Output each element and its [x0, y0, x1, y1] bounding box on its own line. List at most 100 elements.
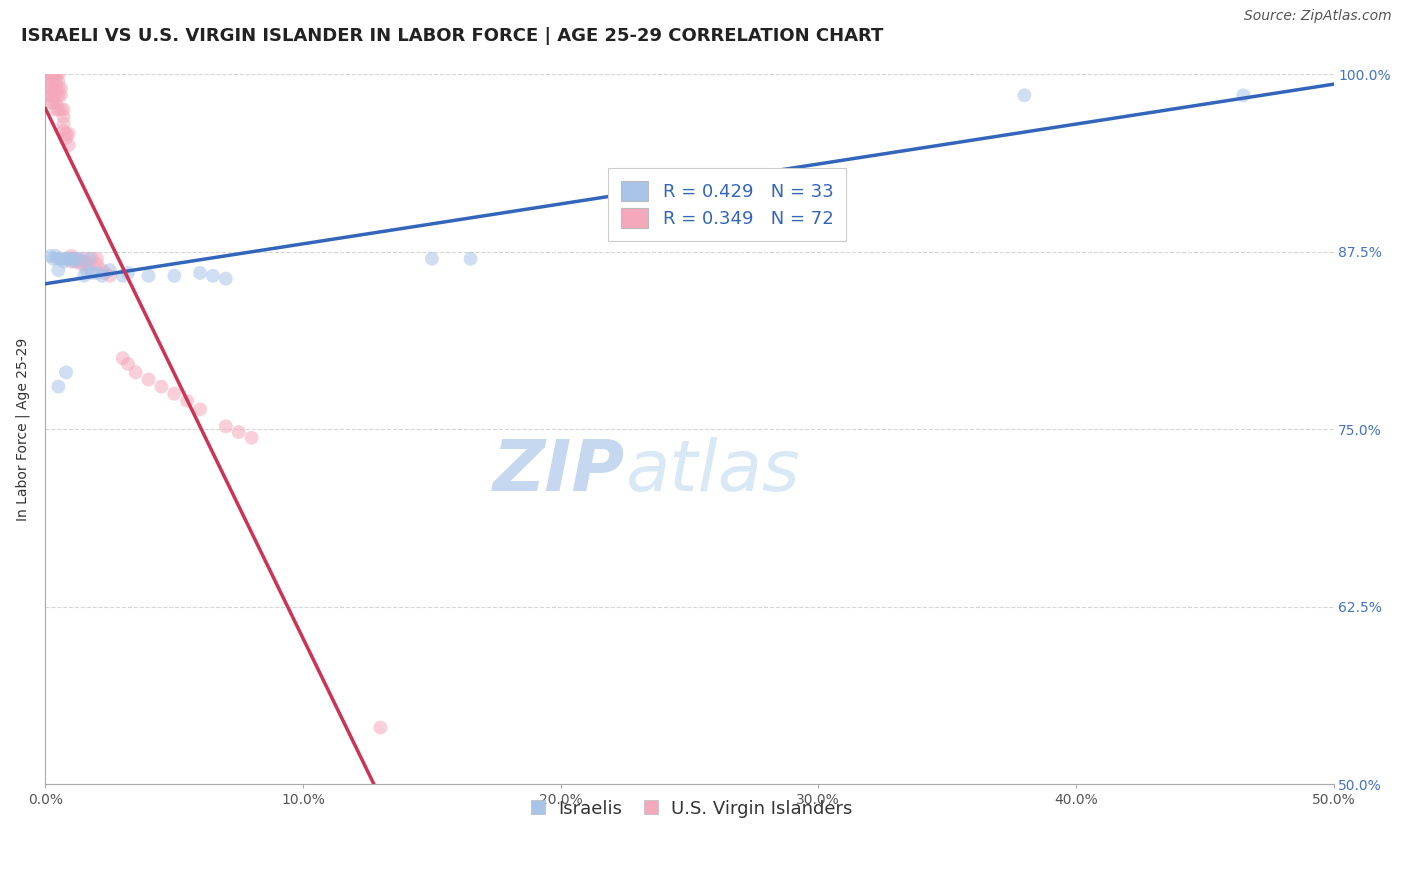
Point [49, 252, 72, 266]
Point [70, 257, 93, 271]
Point [76, 263, 98, 277]
Point [86, 266, 108, 280]
Point [48, 263, 70, 277]
Point [45, 103, 67, 117]
Point [48, 81, 70, 95]
Point [215, 419, 238, 434]
Point [111, 351, 134, 366]
Point [117, 266, 139, 280]
Point [52, 254, 75, 268]
Point [228, 425, 250, 439]
Point [37, 67, 59, 81]
Point [45, 88, 67, 103]
Point [86, 257, 108, 271]
Point [188, 266, 211, 280]
Point [163, 268, 186, 283]
Point [55, 131, 77, 145]
Point [65, 252, 87, 266]
Point [39, 74, 62, 88]
Point [370, 721, 392, 735]
Point [58, 127, 80, 141]
Point [62, 252, 84, 266]
Point [93, 266, 115, 280]
Point [45, 74, 67, 88]
Point [52, 110, 75, 124]
Text: atlas: atlas [626, 437, 800, 507]
Point [49, 103, 72, 117]
Point [52, 103, 75, 117]
Point [111, 268, 134, 283]
Point [39, 95, 62, 110]
Point [55, 252, 77, 266]
Point [73, 268, 96, 283]
Point [91, 263, 114, 277]
Point [39, 88, 62, 103]
Point [1014, 88, 1036, 103]
Point [52, 117, 75, 131]
Point [67, 252, 90, 266]
Point [42, 74, 65, 88]
Point [77, 252, 100, 266]
Point [45, 67, 67, 81]
Point [48, 74, 70, 88]
Point [76, 257, 98, 271]
Point [77, 260, 100, 275]
Point [80, 266, 103, 280]
Point [48, 67, 70, 81]
Point [48, 88, 70, 103]
Point [55, 252, 77, 266]
Y-axis label: In Labor Force | Age 25-29: In Labor Force | Age 25-29 [15, 337, 30, 521]
Point [37, 81, 59, 95]
Point [138, 372, 160, 386]
Point [39, 81, 62, 95]
Point [80, 252, 103, 266]
Point [37, 67, 59, 81]
Point [91, 268, 114, 283]
Point [60, 252, 83, 266]
Text: ISRAELI VS U.S. VIRGIN ISLANDER IN LABOR FORCE | AGE 25-29 CORRELATION CHART: ISRAELI VS U.S. VIRGIN ISLANDER IN LABOR… [21, 27, 883, 45]
Point [48, 103, 70, 117]
Point [60, 249, 83, 263]
Point [55, 365, 77, 379]
Point [67, 254, 90, 268]
Point [45, 249, 67, 263]
Point [39, 249, 62, 263]
Point [460, 252, 482, 266]
Point [58, 252, 80, 266]
Point [42, 67, 65, 81]
Point [42, 67, 65, 81]
Point [45, 67, 67, 81]
Point [117, 357, 139, 371]
Point [73, 252, 96, 266]
Point [215, 271, 238, 285]
Point [420, 252, 443, 266]
Point [73, 254, 96, 268]
Point [45, 81, 67, 95]
Point [37, 67, 59, 81]
Point [42, 81, 65, 95]
Point [124, 365, 146, 379]
Point [58, 138, 80, 153]
Point [98, 268, 121, 283]
Point [150, 379, 173, 393]
Point [163, 386, 186, 401]
Point [201, 268, 224, 283]
Point [176, 393, 198, 408]
Point [65, 254, 87, 268]
Point [62, 254, 84, 268]
Point [42, 252, 65, 266]
Point [60, 252, 83, 266]
Point [188, 402, 211, 417]
Point [39, 67, 62, 81]
Point [42, 95, 65, 110]
Point [42, 88, 65, 103]
Point [240, 431, 263, 445]
Text: Source: ZipAtlas.com: Source: ZipAtlas.com [1244, 9, 1392, 23]
Point [37, 88, 59, 103]
Point [39, 67, 62, 81]
Point [49, 81, 72, 95]
Point [48, 252, 70, 266]
Point [55, 127, 77, 141]
Legend: Israelis, U.S. Virgin Islanders: Israelis, U.S. Virgin Islanders [520, 792, 859, 825]
Point [86, 252, 108, 266]
